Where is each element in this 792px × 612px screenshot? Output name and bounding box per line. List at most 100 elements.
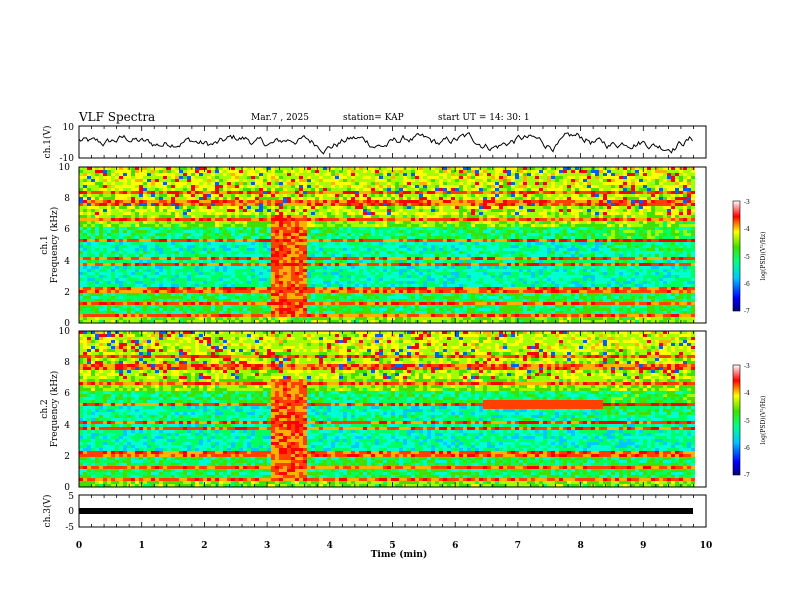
spectrogram-cell (167, 254, 171, 257)
spectrogram-cell (415, 182, 419, 185)
spectrogram-cell (467, 167, 471, 170)
spectrogram-cell (215, 200, 219, 203)
spectrogram-cell (571, 176, 575, 179)
spectrogram-cell (131, 194, 135, 197)
spectrogram-cell (567, 248, 571, 251)
spectrogram-cell (171, 167, 175, 170)
spectrogram-cell (575, 173, 579, 176)
spectrogram-cell (139, 182, 143, 185)
spectrogram-cell (515, 221, 519, 224)
spectrogram-cell (487, 212, 491, 215)
spectrogram-cell (583, 218, 587, 221)
spectrogram-cell (351, 260, 355, 263)
spectrogram-cell (123, 200, 127, 203)
spectrogram-cell (531, 224, 535, 227)
spectrogram-cell (675, 230, 679, 233)
spectrogram-cell (463, 167, 467, 170)
spectrogram-cell (107, 197, 111, 200)
spectrogram-cell (447, 206, 451, 209)
spectrogram-cell (383, 167, 387, 170)
spectrogram-cell (435, 245, 439, 248)
spectrogram-cell (499, 218, 503, 221)
spectrogram-cell (327, 182, 331, 185)
spectrogram-cell (583, 203, 587, 206)
spectrogram-cell (211, 215, 215, 218)
spectrogram-cell (219, 251, 223, 254)
spectrogram-cell (199, 188, 203, 191)
spectrogram-cell (595, 224, 599, 227)
spectrogram-cell (459, 191, 463, 194)
spectrogram-cell (187, 233, 191, 236)
spectrogram-cell (271, 254, 275, 257)
spectrogram-cell (447, 173, 451, 176)
spectrogram-cell (283, 212, 287, 215)
spectrogram-cell (687, 245, 691, 248)
spectrogram-cell (171, 239, 175, 242)
spectrogram-cell (615, 206, 619, 209)
spectrogram-cell (215, 221, 219, 224)
spectrogram-cell (251, 230, 255, 233)
spectrogram-cell (231, 209, 235, 212)
spectrogram-cell (555, 191, 559, 194)
spectrogram-cell (319, 251, 323, 254)
spectrogram-cell (687, 167, 691, 170)
spectrogram-cell (111, 224, 115, 227)
spectrogram-cell (207, 182, 211, 185)
spectrogram-cell (527, 227, 531, 230)
spectrogram-cell (447, 179, 451, 182)
spectrogram-cell (131, 179, 135, 182)
spectrogram-cell (559, 176, 563, 179)
spectrogram-cell (503, 209, 507, 212)
spectrogram-cell (163, 188, 167, 191)
spectrogram-cell (247, 260, 251, 263)
spectrogram-cell (587, 260, 591, 263)
spectrogram-cell (567, 179, 571, 182)
spectrogram-cell (391, 227, 395, 230)
spectrogram-cell (491, 218, 495, 221)
spectrogram-cell (607, 236, 611, 239)
spectrogram-cell (635, 206, 639, 209)
spectrogram-cell (451, 215, 455, 218)
spectrogram-cell (547, 236, 551, 239)
spectrogram-cell (543, 188, 547, 191)
spectrogram-cell (627, 251, 631, 254)
spectrogram-cell (339, 206, 343, 209)
spectrogram-cell (147, 260, 151, 263)
spectrogram-cell (131, 176, 135, 179)
spectrogram-cell (287, 182, 291, 185)
spectrogram-cell (379, 251, 383, 254)
spectrogram-cell (547, 188, 551, 191)
spectrogram-cell (643, 221, 647, 224)
spectrogram-cell (451, 230, 455, 233)
spectrogram-cell (323, 227, 327, 230)
spectrogram-cell (667, 176, 671, 179)
spectrogram-cell (491, 182, 495, 185)
spectrogram-cell (135, 212, 139, 215)
spectrogram-cell (679, 227, 683, 230)
spectrogram-cell (295, 212, 299, 215)
spectrogram-cell (367, 254, 371, 257)
spectrogram-cell (651, 167, 655, 170)
spectrogram-cell (323, 218, 327, 221)
spectrogram-cell (315, 203, 319, 206)
spectrogram-cell (539, 194, 543, 197)
spectrogram-cell (347, 170, 351, 173)
spectrogram-cell (283, 188, 287, 191)
spectrogram-cell (171, 209, 175, 212)
spectrogram-cell (663, 212, 667, 215)
spectrogram-cell (91, 254, 95, 257)
spectrogram-cell (107, 233, 111, 236)
spectrogram-cell (559, 173, 563, 176)
spectrogram-cell (563, 251, 567, 254)
spectrogram-cell (451, 248, 455, 251)
spectrogram-cell (119, 221, 123, 224)
spectrogram-cell (615, 215, 619, 218)
spectrogram-cell (499, 179, 503, 182)
spectrogram-cell (435, 191, 439, 194)
spectrogram-cell (411, 254, 415, 257)
spectrogram-cell (495, 248, 499, 251)
spectrogram-cell (187, 206, 191, 209)
spectrogram-cell (347, 197, 351, 200)
spectrogram-cell (351, 242, 355, 245)
spectrogram-cell (427, 182, 431, 185)
